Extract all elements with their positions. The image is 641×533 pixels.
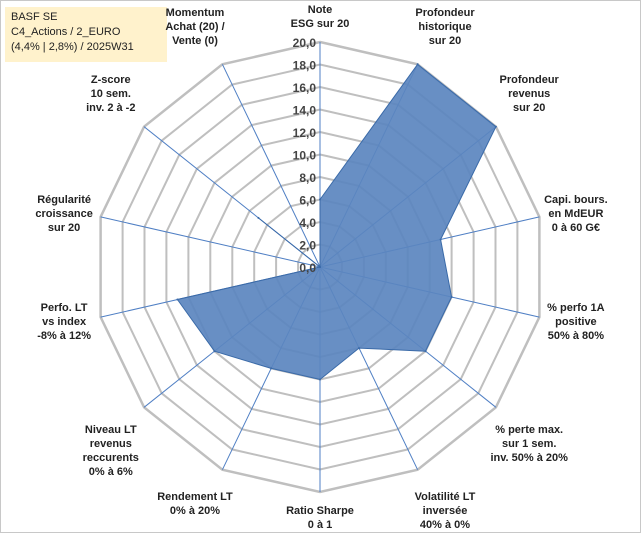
data-point-7 [319, 378, 321, 381]
axis-label-line: Profondeur [500, 74, 560, 86]
axis-label-line: Vente (0) [172, 35, 218, 47]
axis-label-line: Volatilité LT [415, 491, 476, 503]
stats-line: (4,4% | 2,8%) / 2025W31 [11, 41, 134, 53]
axis-label-line: 0% à 6% [89, 466, 133, 478]
axis-label-line: en MdEUR [548, 208, 603, 220]
data-point-8 [270, 367, 273, 370]
axis-label-line: 0 à 1 [308, 519, 332, 531]
axis-line-13 [221, 64, 321, 268]
tick-label-4: 8,0 [299, 171, 316, 185]
axis-label-line: revenus [508, 88, 550, 100]
axis-label-line: Niveau LT [85, 424, 137, 436]
axis-label-line: Régularité [37, 194, 91, 206]
axis-label-line: Rendement LT [157, 491, 233, 503]
data-point-4 [450, 296, 453, 298]
data-point-12 [257, 216, 260, 219]
axis-label-line: sur 20 [48, 222, 80, 234]
axis-label-line: 0 à 60 G€ [552, 222, 600, 234]
axis-label-13: Momentum Achat (20) / Vente (0) [165, 7, 224, 47]
axis-label-line: positive [555, 316, 597, 328]
data-point-5 [424, 350, 427, 353]
axis-label-2: Profondeur revenus sur 20 [500, 74, 560, 114]
axis-line-11 [100, 216, 321, 268]
tick-label-2: 4,0 [299, 216, 316, 230]
axis-label-line: Perfo. LT [41, 302, 88, 314]
axis-label-line: revenus [90, 438, 132, 450]
radar-tick-labels: 0,0 2,0 4,0 6,0 8,0 10,0 12,0 14,0 16,0 18,0 20,0 [293, 36, 317, 275]
data-point-2 [494, 125, 497, 128]
axis-label-line: % perte max. [495, 424, 563, 436]
axis-label-line: inv. 50% à 20% [490, 452, 568, 464]
axis-label-line: Momentum [166, 7, 225, 19]
tick-label-1: 2,0 [299, 239, 316, 253]
tick-label-9: 18,0 [293, 59, 317, 73]
tick-label-10: 20,0 [293, 36, 317, 50]
axis-label-line: sur 20 [513, 102, 545, 114]
axis-label-8: Rendement LT 0% à 20% [157, 491, 233, 517]
data-point-10 [176, 298, 179, 301]
axis-label-line: sur 1 sem. [502, 438, 556, 450]
tick-label-0: 0,0 [299, 261, 316, 275]
axis-label-line: Achat (20) / [165, 21, 224, 33]
axis-label-9: Niveau LT revenus reccurents 0% à 6% [83, 424, 139, 478]
data-point-3 [439, 238, 442, 241]
axis-label-line: Z-score [91, 74, 131, 86]
axis-label-line: % perfo 1A [547, 302, 605, 314]
axis-label-line: Ratio Sharpe [286, 505, 354, 517]
data-point-9 [213, 350, 216, 353]
axis-label-5: % perte max. sur 1 sem. inv. 50% à 20% [490, 424, 568, 464]
axis-label-0: Note ESG sur 20 [291, 4, 350, 30]
axis-label-3: Capi. bours. en MdEUR 0 à 60 G€ [544, 194, 608, 234]
axis-label-1: Profondeur historique sur 20 [415, 7, 475, 47]
data-point-0 [319, 198, 321, 201]
tick-label-8: 16,0 [293, 81, 317, 95]
axis-label-line: historique [418, 21, 471, 33]
axis-label-line: 40% à 0% [420, 519, 470, 531]
axis-label-12: Z-score 10 sem. inv. 2 à -2 [86, 74, 135, 114]
axis-label-line: ESG sur 20 [291, 18, 350, 30]
axis-label-6: Volatilité LT inversée 40% à 0% [415, 491, 476, 531]
tick-label-3: 6,0 [299, 194, 316, 208]
data-point-6 [358, 347, 360, 350]
data-point-13 [319, 266, 321, 268]
axis-label-line: -8% à 12% [37, 330, 91, 342]
tick-label-5: 10,0 [293, 149, 317, 163]
axis-label-line: croissance [35, 208, 92, 220]
radar-series [176, 63, 497, 381]
axis-label-line: vs index [42, 316, 87, 328]
data-point-1 [416, 63, 419, 66]
axis-label-line: Capi. bours. [544, 194, 608, 206]
axis-label-4: % perfo 1A positive 50% à 80% [547, 302, 605, 342]
tick-label-7: 14,0 [293, 104, 317, 118]
company-name: BASF SE [11, 11, 58, 23]
axis-label-7: Ratio Sharpe 0 à 1 [286, 505, 354, 531]
axis-label-line: 0% à 20% [170, 505, 220, 517]
axis-label-10: Perfo. LT vs index -8% à 12% [37, 302, 91, 342]
axis-label-line: sur 20 [429, 35, 461, 47]
axis-label-line: inversée [423, 505, 468, 517]
axis-label-line: inv. 2 à -2 [86, 102, 135, 114]
tick-label-6: 12,0 [293, 126, 317, 140]
stock-info-box: BASF SE C4_Actions / 2_EURO (4,4% | 2,8%… [5, 7, 167, 62]
series-area [176, 63, 497, 381]
axis-label-11: Régularité croissance sur 20 [35, 194, 92, 234]
axis-label-line: 50% à 80% [548, 330, 604, 342]
radar-axis-labels: Note ESG sur 20 Profondeur historique sur 20… [35, 4, 607, 531]
axis-label-line: reccurents [83, 452, 139, 464]
category-line: C4_Actions / 2_EURO [11, 26, 121, 38]
axis-label-line: 10 sem. [91, 88, 131, 100]
axis-label-line: Note [308, 4, 332, 16]
axis-label-line: Profondeur [415, 7, 475, 19]
